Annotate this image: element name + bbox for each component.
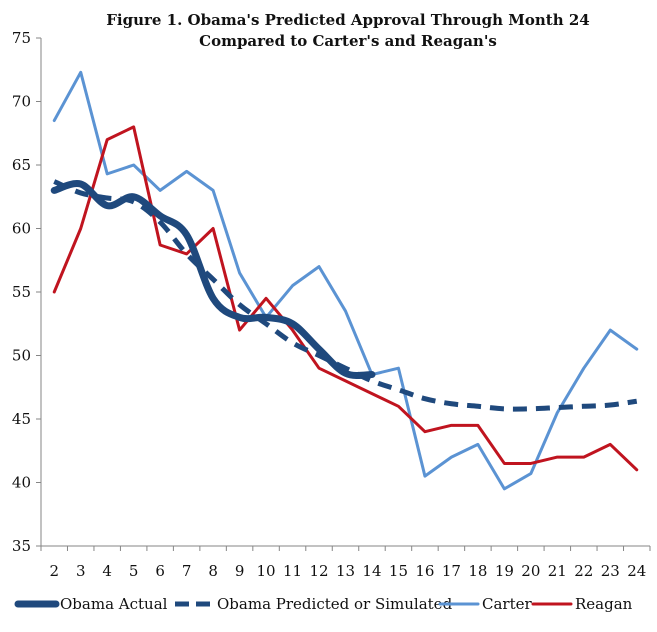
chart-title-line-2: Compared to Carter's and Reagan's — [199, 32, 497, 50]
series-line-obama-predicted-or-simulated — [53, 179, 638, 412]
legend-label-obama-actual: Obama Actual — [60, 595, 168, 613]
y-tick-label: 55 — [12, 283, 31, 301]
series-line-obama-actual — [50, 180, 376, 379]
x-tick-label: 10 — [257, 562, 276, 580]
axes — [36, 37, 651, 551]
x-tick-label: 9 — [235, 562, 245, 580]
x-tick-label: 20 — [521, 562, 540, 580]
x-tick-label: 7 — [182, 562, 192, 580]
x-tick-label: 22 — [574, 562, 593, 580]
x-tick-label: 4 — [102, 562, 112, 580]
x-tick-label: 17 — [442, 562, 461, 580]
chart-title-line-1: Figure 1. Obama's Predicted Approval Thr… — [106, 11, 589, 29]
plot-area — [50, 70, 639, 491]
x-tick-label: 5 — [129, 562, 139, 580]
y-tick-label: 45 — [12, 410, 31, 428]
legend: Obama Actual Obama Predicted or Simulated… — [14, 595, 633, 613]
x-tick-label: 14 — [362, 562, 381, 580]
x-tick-label: 18 — [468, 562, 487, 580]
x-tick-label: 3 — [76, 562, 86, 580]
x-tick-label: 13 — [336, 562, 355, 580]
y-tick-label: 65 — [12, 156, 31, 174]
legend-label-obama-predicted-or-simulated: Obama Predicted or Simulated — [217, 595, 453, 613]
x-tick-label: 6 — [155, 562, 165, 580]
x-tick-label: 23 — [601, 562, 620, 580]
x-tick-label: 2 — [49, 562, 59, 580]
x-tick-label: 21 — [548, 562, 567, 580]
y-tick-label: 40 — [12, 474, 31, 492]
y-tick-label: 70 — [12, 93, 31, 111]
series-line-reagan — [52, 125, 639, 472]
x-tick-label: 15 — [389, 562, 408, 580]
legend-label-carter: Carter — [482, 595, 532, 613]
y-tick-label: 60 — [12, 220, 31, 238]
y-tick-label: 75 — [12, 29, 31, 47]
series-line-carter — [52, 70, 639, 491]
x-tick-label: 12 — [309, 562, 328, 580]
x-tick-label: 24 — [627, 562, 646, 580]
legend-label-reagan: Reagan — [575, 595, 633, 613]
x-tick-label: 16 — [415, 562, 434, 580]
y-tick-label: 35 — [12, 537, 31, 555]
x-tick-label: 19 — [495, 562, 514, 580]
y-tick-label: 50 — [12, 347, 31, 365]
x-tick-label: 11 — [283, 562, 302, 580]
x-tick-label: 8 — [208, 562, 218, 580]
